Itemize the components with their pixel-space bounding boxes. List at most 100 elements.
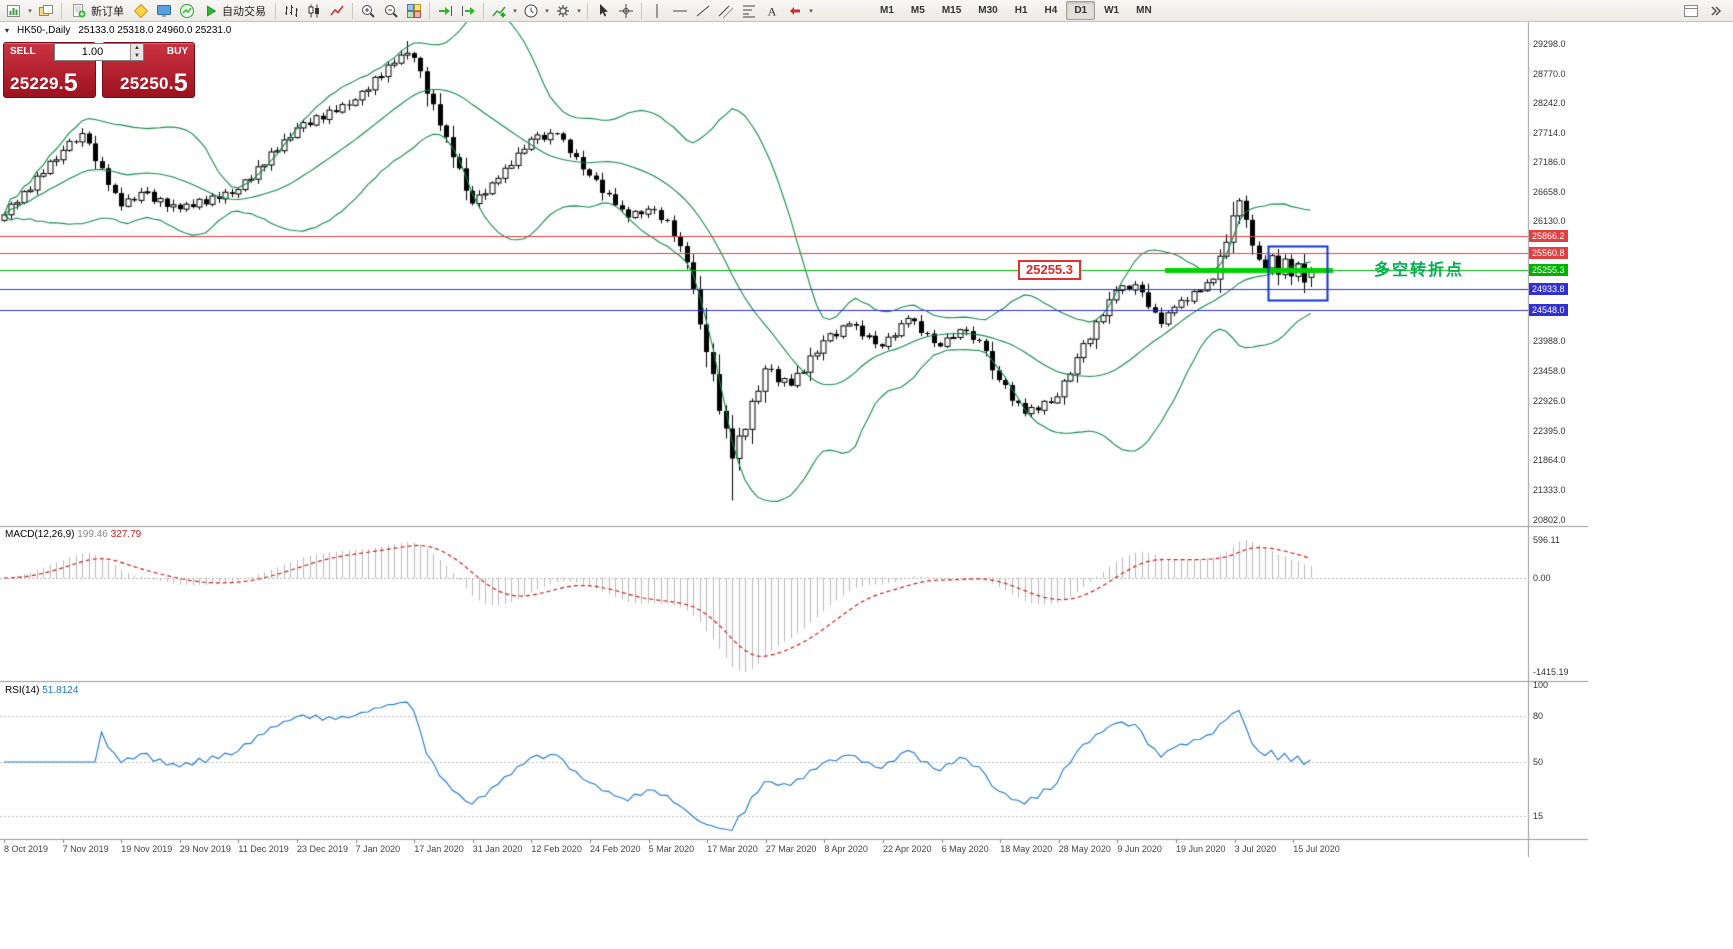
timeframe-mn[interactable]: MN xyxy=(1136,5,1152,16)
autotrading-label: 自动交易 xyxy=(222,5,266,18)
lot-decrease-button[interactable]: ▼ xyxy=(131,52,143,60)
date-label: 22 Apr 2020 xyxy=(883,844,932,854)
templates-dropdown-icon[interactable]: ▾ xyxy=(577,7,581,15)
toolbar-separator xyxy=(641,2,642,19)
date-label: 28 May 2020 xyxy=(1058,844,1111,854)
metaeditor-button[interactable] xyxy=(130,1,152,21)
cursor-tool-button[interactable] xyxy=(592,1,614,21)
periods-button[interactable] xyxy=(520,1,542,21)
date-label: 19 Jun 2020 xyxy=(1176,844,1226,854)
level-price-badge: 24933.8 xyxy=(1529,282,1568,295)
periods-dropdown-icon[interactable]: ▾ xyxy=(545,7,549,15)
lot-size-field[interactable]: 1.00 ▲ ▼ xyxy=(54,43,144,61)
vertical-line-tool-button[interactable] xyxy=(646,1,668,21)
macd-main-value: 199.46 xyxy=(77,529,108,540)
date-label: 18 May 2020 xyxy=(1000,844,1053,854)
zoom-out-button[interactable] xyxy=(380,1,402,21)
tile-windows-button[interactable] xyxy=(403,1,425,21)
macd-signal-value: 327.79 xyxy=(110,529,142,540)
new-chart-button[interactable] xyxy=(3,1,25,21)
price-tick-label: 27186.0 xyxy=(1533,157,1566,168)
toolbar-right-group xyxy=(1680,1,1730,21)
timeframe-m30[interactable]: M30 xyxy=(978,5,998,16)
strategy-tester-button[interactable] xyxy=(176,1,198,21)
price-tick-label: 28770.0 xyxy=(1533,68,1566,79)
timeframe-h1[interactable]: H1 xyxy=(1014,5,1028,16)
arrows-dropdown-icon[interactable]: ▾ xyxy=(809,7,813,15)
lot-increase-button[interactable]: ▲ xyxy=(131,44,143,52)
svg-text:A: A xyxy=(768,4,777,18)
zoom-in-icon xyxy=(362,4,375,18)
macd-axis-label: 0.00 xyxy=(1533,573,1551,583)
date-label: 23 Dec 2019 xyxy=(297,844,349,854)
rsi-axis-label: 15 xyxy=(1533,810,1544,821)
text-tool-button[interactable]: A xyxy=(761,1,783,21)
periods-clock-icon xyxy=(524,4,538,17)
timeframe-d1[interactable]: D1 xyxy=(1066,1,1096,20)
sell-button[interactable]: SELL 25229. 5 xyxy=(3,42,96,98)
autotrading-button[interactable]: 自动交易 xyxy=(199,1,271,21)
bar-chart-mode-button[interactable] xyxy=(280,1,302,21)
window-layout-icon xyxy=(1684,4,1698,17)
crosshair-tool-button[interactable] xyxy=(615,1,637,21)
level-price-badge: 25255.3 xyxy=(1529,264,1568,277)
line-chart-mode-button[interactable] xyxy=(326,1,348,21)
macd-label: MACD(12,26,9) xyxy=(5,529,75,540)
price-tick-label: 26130.0 xyxy=(1533,216,1566,227)
templates-button[interactable] xyxy=(552,1,574,21)
timeframe-m15[interactable]: M15 xyxy=(941,5,962,16)
strategy-tester-icon xyxy=(180,3,194,18)
timeframe-m1[interactable]: M1 xyxy=(880,5,894,16)
toolbar-separator xyxy=(61,2,62,19)
new-chart-dropdown-icon[interactable]: ▾ xyxy=(28,7,32,15)
indicators-button[interactable] xyxy=(488,1,510,21)
timeframe-w1[interactable]: W1 xyxy=(1104,5,1120,16)
toolbar-overflow-button[interactable] xyxy=(1704,1,1726,21)
price-tick-label: 21333.0 xyxy=(1533,485,1566,496)
new-order-label: 新订单 xyxy=(91,5,124,18)
macd-header: MACD(12,26,9) 199.46 327.79 xyxy=(5,529,141,540)
channel-tool-button[interactable] xyxy=(715,1,737,21)
window-layout-button[interactable] xyxy=(1680,1,1702,21)
lot-size-value: 1.00 xyxy=(81,46,104,58)
date-label: 7 Jan 2020 xyxy=(355,844,401,854)
indicators-dropdown-icon[interactable]: ▾ xyxy=(513,7,517,15)
terminal-button[interactable] xyxy=(153,1,175,21)
indicators-icon xyxy=(492,6,506,17)
horizontal-line-tool-button[interactable] xyxy=(669,1,691,21)
timeframe-m5[interactable]: M5 xyxy=(910,5,925,16)
profiles-button[interactable] xyxy=(35,1,57,21)
tile-windows-icon xyxy=(407,3,421,18)
arrows-tool-button[interactable] xyxy=(784,1,806,21)
toolbar-overflow-icon xyxy=(1711,5,1722,16)
auto-scroll-button[interactable] xyxy=(434,1,456,21)
level-price-badge: 25560.8 xyxy=(1529,247,1568,260)
main-toolbar: ▾ 新订单 自动交易 ▾ ▾ ▾ A ▾ M1 M5 M15 M30 H1 H4 D1 W1 M… xyxy=(0,0,1733,22)
price-tick-label: 22395.0 xyxy=(1533,425,1566,436)
text-icon: A xyxy=(768,4,777,18)
rsi-value: 51.8124 xyxy=(42,685,79,696)
price-callout-label[interactable]: 25255.3 xyxy=(1018,260,1081,280)
toolbar-separator xyxy=(587,2,588,19)
timeframe-h4[interactable]: H4 xyxy=(1044,5,1058,16)
new-order-icon xyxy=(73,3,86,17)
date-label: 27 Mar 2020 xyxy=(765,844,817,854)
trendline-tool-button[interactable] xyxy=(692,1,714,21)
toolbar-separator xyxy=(429,2,430,19)
candlestick-mode-button[interactable] xyxy=(303,1,325,21)
metaeditor-icon xyxy=(133,3,149,18)
date-label: 8 Apr 2020 xyxy=(824,844,868,854)
fibonacci-tool-button[interactable] xyxy=(738,1,760,21)
new-order-button[interactable]: 新订单 xyxy=(66,1,129,21)
zoom-in-button[interactable] xyxy=(357,1,379,21)
buy-label: BUY xyxy=(166,46,188,57)
price-tick-label: 22926.0 xyxy=(1533,395,1566,406)
one-click-toggle-icon[interactable]: ▾ xyxy=(5,26,10,35)
rsi-label: RSI(14) xyxy=(5,685,40,696)
chart-shift-button[interactable] xyxy=(457,1,479,21)
chart-shift-icon xyxy=(462,5,475,16)
turning-point-text[interactable]: 多空转折点 xyxy=(1374,262,1465,279)
macd-axis-label: -1415.19 xyxy=(1533,667,1569,677)
